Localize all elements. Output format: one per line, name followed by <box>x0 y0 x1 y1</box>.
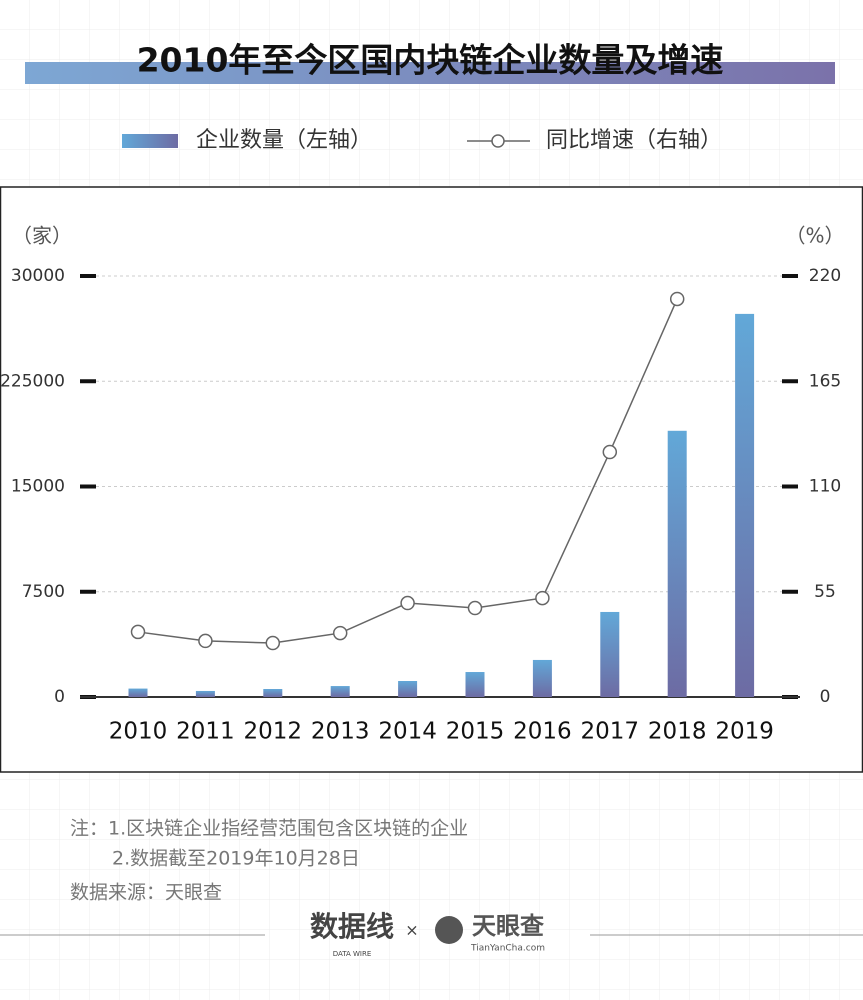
y2-tick-label: 165 <box>809 371 841 391</box>
plot: 0 7500 15000 225000 30000 0 55 110 165 220 2010 201… <box>0 266 841 745</box>
line-marker <box>602 444 618 460</box>
bar <box>600 611 620 697</box>
note: 注：1.区块链企业指经营范围包含区块链的企业 <box>70 818 468 840</box>
x-tick-label: 2016 <box>513 719 572 745</box>
bar <box>667 430 687 697</box>
y2-tick-label: 220 <box>809 266 841 286</box>
line-marker <box>467 600 483 616</box>
bar <box>330 686 350 697</box>
footer-logo-sub: TianYanCha.com <box>470 944 545 954</box>
x-tick-label: 2019 <box>715 719 774 745</box>
y-tick-label: 15000 <box>11 477 65 497</box>
y2-tick-label: 0 <box>820 687 831 707</box>
footer-logo: 天眼查 <box>472 912 544 940</box>
legend-label: 同比增速（右轴） <box>546 128 722 153</box>
footer-logo: 数据线 <box>310 910 394 943</box>
line-marker <box>265 635 281 651</box>
chart-title: 2010年至今区国内块链企业数量及增速 <box>137 41 724 80</box>
line-marker <box>130 624 146 640</box>
legend-swatch-marker <box>491 134 505 148</box>
line-marker <box>669 291 685 307</box>
bar <box>263 689 283 697</box>
bar <box>532 659 552 697</box>
x-tick-label: 2017 <box>581 719 640 745</box>
y2-tick-label: 110 <box>809 477 841 497</box>
legend-swatch-bar <box>122 134 178 148</box>
plot-frame <box>0 186 863 773</box>
x-tick-label: 2011 <box>176 719 235 745</box>
x-tick-label: 2014 <box>378 719 437 745</box>
bar <box>128 688 148 697</box>
bar <box>465 672 485 697</box>
y-tick-label: 225000 <box>0 371 65 391</box>
footer-logo-icon <box>435 916 463 944</box>
y-tick-label: 30000 <box>11 266 65 286</box>
y-axis-unit: （家） <box>12 224 72 248</box>
title-band <box>25 62 835 84</box>
note: 2.数据截至2019年10月28日 <box>112 848 360 870</box>
x-tick-label: 2015 <box>446 719 505 745</box>
x-tick-label: 2018 <box>648 719 707 745</box>
x-tick-label: 2010 <box>109 719 168 745</box>
y-tick-label: 7500 <box>22 582 65 602</box>
x-tick-label: 2012 <box>244 719 303 745</box>
y2-axis-unit: （%） <box>785 224 844 248</box>
x-tick-label: 2013 <box>311 719 370 745</box>
footer-times: × <box>405 921 418 940</box>
bar <box>398 681 418 697</box>
line-marker <box>400 595 415 611</box>
line-marker <box>332 625 348 641</box>
footer-logo-sub: DATA WIRE <box>333 950 372 958</box>
y2-tick-label: 55 <box>814 582 836 602</box>
line-marker <box>535 590 550 606</box>
bar <box>735 313 755 697</box>
y-tick-label: 0 <box>54 687 65 707</box>
line-marker <box>198 633 213 649</box>
bar <box>195 690 215 697</box>
legend-label: 企业数量（左轴） <box>196 128 372 153</box>
source: 数据来源：天眼查 <box>70 882 222 904</box>
